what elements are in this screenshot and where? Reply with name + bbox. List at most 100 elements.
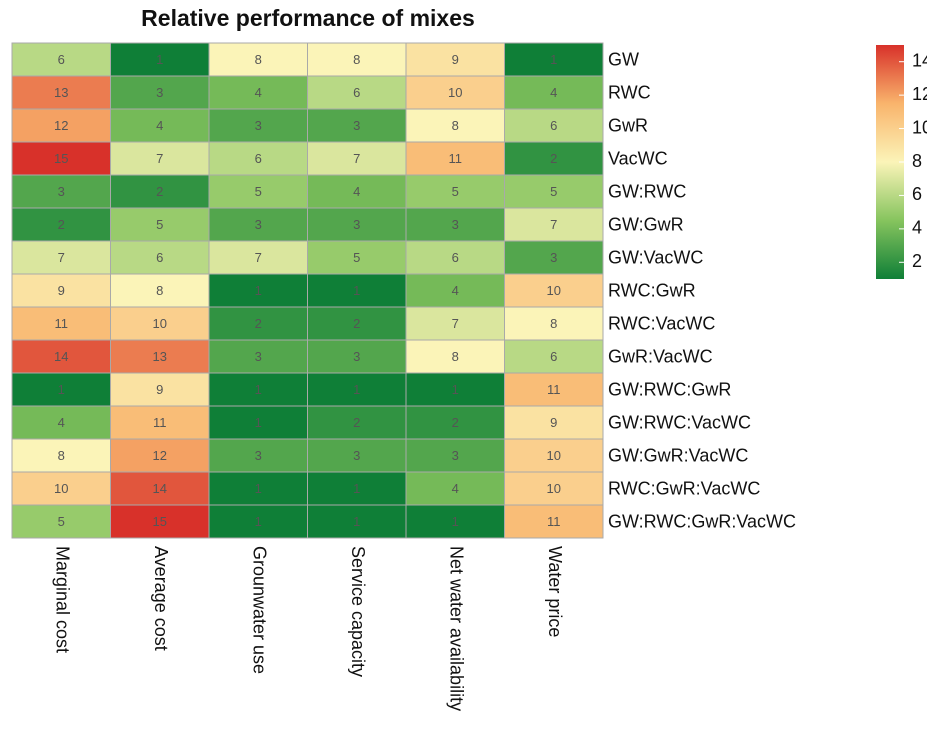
cell bbox=[11, 42, 111, 77]
row-label: GW:RWC:GwR:VacWC bbox=[608, 511, 796, 531]
cell-label: 6 bbox=[353, 85, 360, 100]
cell-label: 9 bbox=[452, 52, 459, 67]
cell bbox=[11, 438, 111, 473]
cell-label: 11 bbox=[547, 514, 561, 529]
cell-label: 11 bbox=[449, 151, 463, 166]
cell bbox=[208, 405, 308, 440]
cell-label: 4 bbox=[550, 85, 557, 100]
cell-label: 2 bbox=[156, 184, 163, 199]
cell-label: 6 bbox=[452, 250, 459, 265]
cell-label: 10 bbox=[54, 481, 68, 496]
cell-label: 3 bbox=[255, 448, 262, 463]
cell-label: 8 bbox=[255, 52, 262, 67]
cell-label: 1 bbox=[353, 481, 360, 496]
cell bbox=[110, 42, 210, 77]
cell-label: 8 bbox=[156, 283, 163, 298]
cell-label: 1 bbox=[550, 52, 557, 67]
cell bbox=[11, 240, 111, 275]
cell-label: 15 bbox=[153, 514, 167, 529]
cell bbox=[208, 504, 308, 539]
column-label: Average cost bbox=[151, 546, 171, 651]
cell bbox=[405, 273, 505, 308]
cell-label: 1 bbox=[255, 283, 262, 298]
cell-label: 7 bbox=[156, 151, 163, 166]
cell bbox=[504, 273, 604, 308]
cell-label: 12 bbox=[54, 118, 68, 133]
row-label: RWC bbox=[608, 82, 651, 102]
cell bbox=[504, 372, 604, 407]
cell-label: 9 bbox=[58, 283, 65, 298]
cell-label: 3 bbox=[156, 85, 163, 100]
cell-label: 1 bbox=[255, 514, 262, 529]
cell-label: 7 bbox=[550, 217, 557, 232]
cell-label: 11 bbox=[55, 316, 69, 331]
cell-label: 13 bbox=[153, 349, 167, 364]
cell-label: 1 bbox=[255, 481, 262, 496]
cell-label: 4 bbox=[452, 481, 459, 496]
cell-label: 5 bbox=[550, 184, 557, 199]
cell bbox=[11, 306, 111, 341]
cell bbox=[307, 240, 407, 275]
cell-label: 8 bbox=[452, 349, 459, 364]
cell bbox=[504, 75, 604, 110]
cell-label: 4 bbox=[452, 283, 459, 298]
cell-label: 1 bbox=[452, 382, 459, 397]
colorbar-tick-label: 4 bbox=[912, 218, 922, 238]
cell bbox=[110, 108, 210, 143]
cell-label: 3 bbox=[353, 448, 360, 463]
cell bbox=[307, 273, 407, 308]
cell-label: 1 bbox=[156, 52, 163, 67]
cell bbox=[110, 438, 210, 473]
cell bbox=[307, 108, 407, 143]
cell-label: 6 bbox=[156, 250, 163, 265]
cell bbox=[405, 339, 505, 374]
cell-label: 5 bbox=[452, 184, 459, 199]
cell bbox=[110, 339, 210, 374]
cell bbox=[11, 207, 111, 242]
cell-label: 2 bbox=[58, 217, 65, 232]
cell-label: 10 bbox=[448, 85, 462, 100]
cell-label: 10 bbox=[547, 448, 561, 463]
cell bbox=[110, 306, 210, 341]
cell-label: 1 bbox=[58, 382, 65, 397]
cell bbox=[208, 438, 308, 473]
cell bbox=[504, 306, 604, 341]
cell-label: 9 bbox=[550, 415, 557, 430]
cell bbox=[504, 141, 604, 176]
cell-label: 10 bbox=[547, 283, 561, 298]
cell-label: 8 bbox=[353, 52, 360, 67]
cell-label: 7 bbox=[58, 250, 65, 265]
cell bbox=[208, 240, 308, 275]
cell-label: 1 bbox=[353, 283, 360, 298]
cell-label: 6 bbox=[550, 118, 557, 133]
cell-label: 15 bbox=[54, 151, 68, 166]
cell-label: 6 bbox=[58, 52, 65, 67]
cell-label: 4 bbox=[255, 85, 262, 100]
row-label: GW:RWC bbox=[608, 181, 686, 201]
row-label: GwR:VacWC bbox=[608, 346, 713, 366]
column-label: Water price bbox=[545, 546, 565, 637]
cell bbox=[504, 405, 604, 440]
cell bbox=[208, 306, 308, 341]
cell bbox=[504, 42, 604, 77]
cell bbox=[307, 504, 407, 539]
cell bbox=[307, 405, 407, 440]
cell bbox=[208, 273, 308, 308]
cell bbox=[11, 339, 111, 374]
cell-label: 2 bbox=[255, 316, 262, 331]
cell bbox=[11, 405, 111, 440]
cell bbox=[504, 471, 604, 506]
cell-label: 8 bbox=[550, 316, 557, 331]
cell-label: 4 bbox=[58, 415, 65, 430]
column-label: Marginal cost bbox=[53, 546, 73, 653]
cell-label: 3 bbox=[452, 217, 459, 232]
cell bbox=[504, 207, 604, 242]
cell bbox=[405, 504, 505, 539]
colorbar-tick-label: 6 bbox=[912, 184, 922, 204]
cell-label: 2 bbox=[353, 316, 360, 331]
cell bbox=[307, 438, 407, 473]
cell-label: 1 bbox=[255, 382, 262, 397]
cell bbox=[110, 141, 210, 176]
cell-label: 11 bbox=[547, 382, 561, 397]
cell bbox=[504, 108, 604, 143]
